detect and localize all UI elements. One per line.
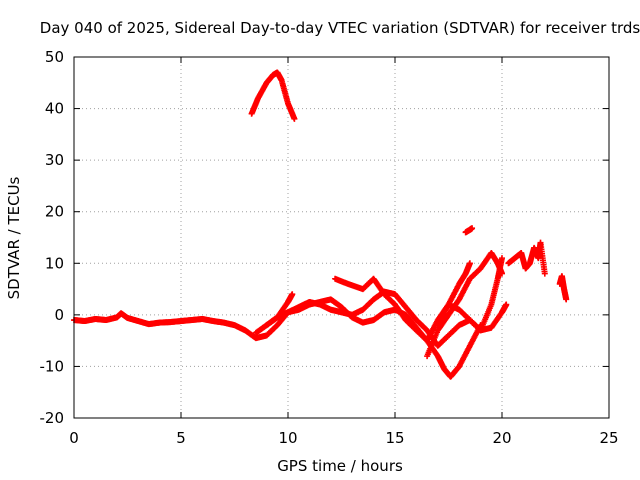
series-sat-trace-3	[263, 291, 296, 329]
x-tick-label: 5	[176, 429, 186, 447]
data-series	[71, 69, 570, 380]
y-tick-label: 30	[45, 151, 64, 169]
series-sat-trace-8	[248, 69, 298, 122]
axis-ticks: 0 5 10 15 20 25 -20 -10 0 10 20 30 40 50	[40, 48, 619, 447]
data-point	[503, 301, 510, 308]
y-tick-label: 10	[45, 254, 64, 272]
data-point	[466, 260, 473, 267]
grid-lines	[74, 57, 609, 418]
y-tick-label: -10	[40, 357, 65, 375]
data-point	[499, 270, 505, 277]
series-sat-trace-1	[71, 296, 484, 380]
x-tick-label: 15	[385, 429, 404, 447]
x-tick-label: 25	[599, 429, 618, 447]
data-point	[499, 255, 505, 262]
y-tick-label: 50	[45, 48, 64, 66]
data-point	[541, 270, 548, 277]
chart-title: Day 040 of 2025, Sidereal Day-to-day VTE…	[40, 19, 640, 37]
series-sat-trace-9	[505, 239, 548, 277]
x-tick-label: 0	[69, 429, 79, 447]
y-tick-label: 40	[45, 100, 64, 118]
x-axis-label: GPS time / hours	[277, 457, 403, 475]
y-axis-label: SDTVAR / TECUs	[5, 176, 23, 299]
series-sat-trace-6	[434, 260, 473, 329]
data-point	[289, 291, 296, 298]
x-tick-label: 10	[278, 429, 297, 447]
plot-frame	[73, 56, 610, 419]
x-tick-label: 20	[492, 429, 511, 447]
y-tick-label: -20	[40, 409, 65, 427]
series-sat-trace-5	[424, 249, 505, 360]
data-point	[469, 225, 476, 232]
y-tick-label: 20	[45, 203, 64, 221]
data-point	[563, 296, 570, 303]
series-sat-trace-10	[556, 273, 570, 303]
data-point	[291, 115, 298, 122]
series-sat-trace-7	[462, 225, 476, 236]
y-tick-label: 0	[54, 306, 64, 324]
